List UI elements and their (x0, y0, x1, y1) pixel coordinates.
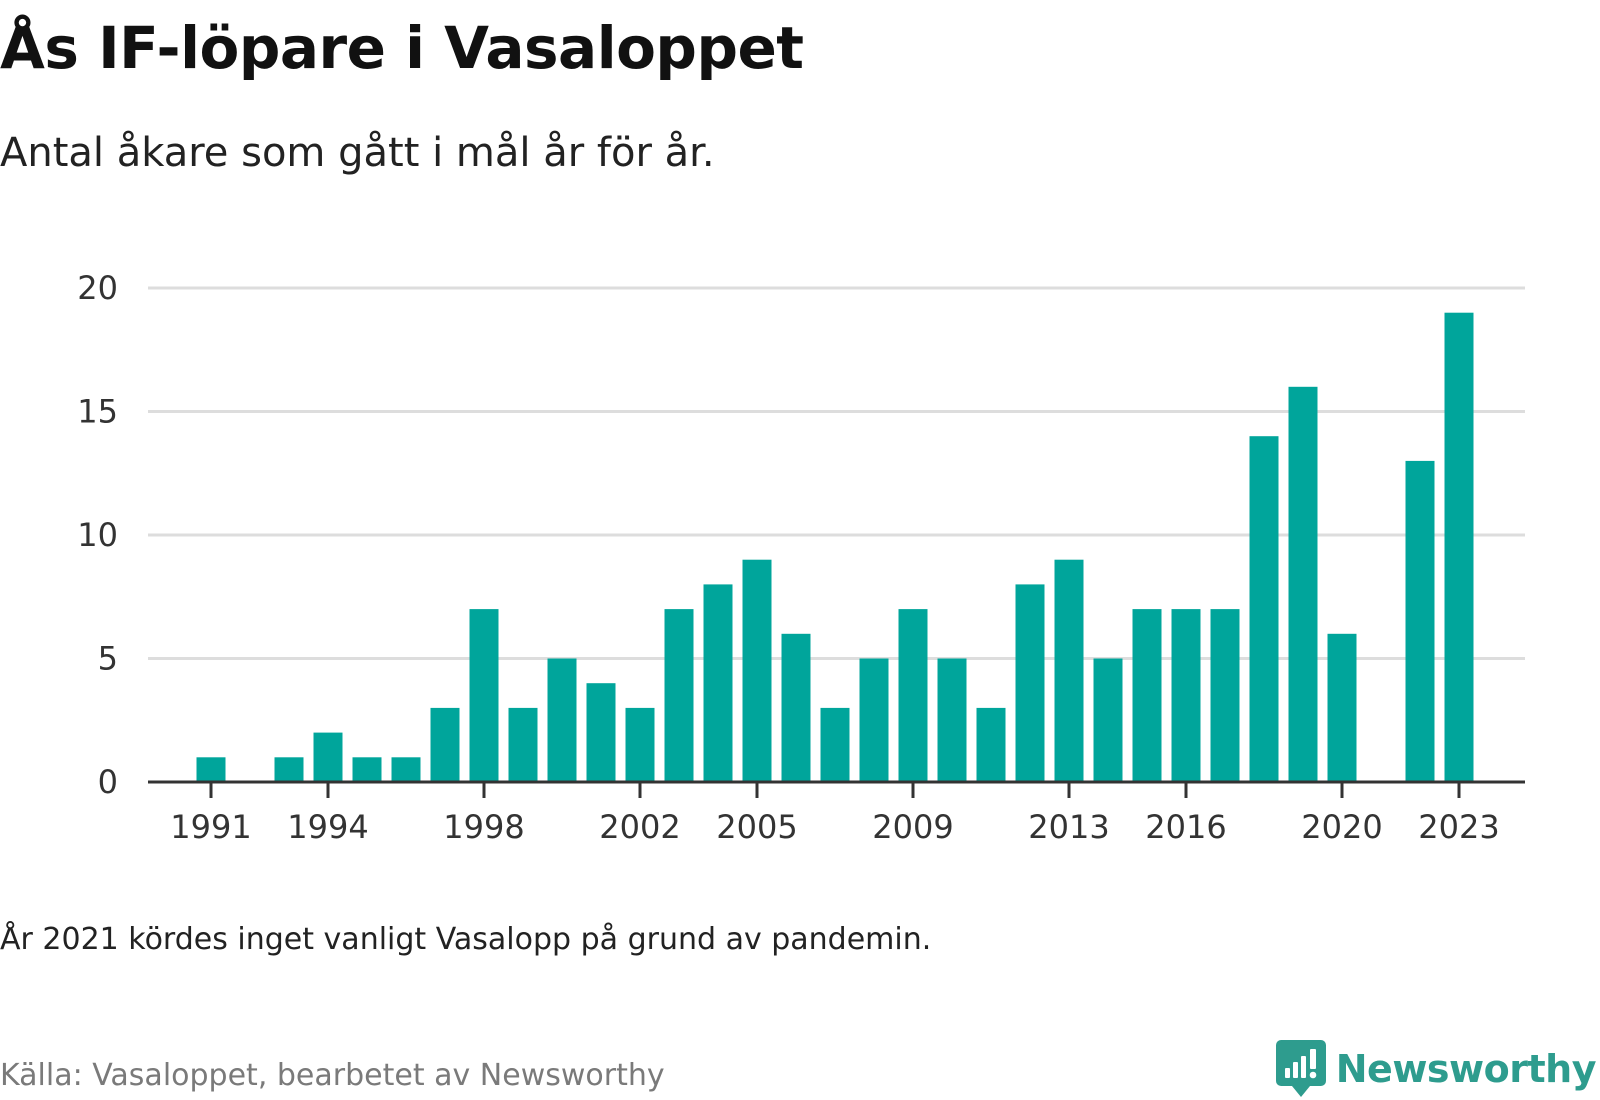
bar-2001 (586, 683, 616, 782)
y-tick-label: 0 (98, 763, 118, 801)
bar-2019 (1288, 386, 1318, 782)
x-tick-label: 2016 (1145, 808, 1226, 846)
bar-1998 (469, 609, 499, 782)
x-tick-label: 1994 (287, 808, 368, 846)
bar-chart: 0 5 10 15 20 1991 1994 1998 2002 2005 2009 2013 201… (77, 269, 1525, 846)
bar-2011 (976, 707, 1006, 782)
x-tick-label: 2013 (1028, 808, 1109, 846)
bar-1997 (430, 707, 460, 782)
bar-1996 (391, 757, 421, 782)
bar-2002 (625, 707, 655, 782)
bar-2000 (547, 658, 577, 782)
x-tick-label: 2020 (1301, 808, 1382, 846)
bar-2008 (859, 658, 889, 782)
bar-2007 (820, 707, 850, 782)
x-tick-label: 2023 (1418, 808, 1499, 846)
x-tick-label: 2009 (872, 808, 953, 846)
bar-1991 (196, 757, 226, 782)
bar-2009 (898, 609, 928, 782)
x-tick-label: 2002 (599, 808, 680, 846)
bar-2005 (742, 559, 772, 782)
chart-subtitle: Antal åkare som gått i mål år för år. (0, 130, 715, 176)
y-axis-tick-labels: 0 5 10 15 20 (77, 269, 118, 801)
x-axis (148, 780, 1525, 798)
x-tick-label: 1991 (170, 808, 251, 846)
x-axis-tick-labels: 1991 1994 1998 2002 2005 2009 2013 2016 2020 2023 (170, 808, 1499, 846)
bar-2012 (1015, 584, 1045, 782)
y-tick-label: 15 (77, 393, 118, 431)
x-tick-label: 1998 (443, 808, 524, 846)
x-tick-label: 2005 (716, 808, 797, 846)
newsworthy-logo-icon (1275, 1040, 1326, 1097)
bar-1995 (352, 757, 382, 782)
bar-2020 (1327, 633, 1357, 782)
bar-2013 (1054, 559, 1084, 782)
footnote: År 2021 kördes inget vanligt Vasalopp på… (0, 922, 932, 957)
bar-2003 (664, 609, 694, 782)
bar-2006 (781, 633, 811, 782)
bar-2004 (703, 584, 733, 782)
source-credit: Källa: Vasaloppet, bearbetet av Newswort… (0, 1058, 665, 1093)
brand-name: Newsworthy (1335, 1047, 1597, 1091)
bar-2023 (1444, 312, 1474, 782)
y-tick-label: 20 (77, 269, 118, 307)
bar-2014 (1093, 658, 1123, 782)
y-tick-label: 5 (98, 640, 118, 678)
bar-2018 (1249, 436, 1279, 782)
chart-title: Ås IF-löpare i Vasaloppet (0, 14, 804, 82)
bars (196, 312, 1474, 782)
y-tick-label: 10 (77, 516, 118, 554)
bar-2022 (1405, 460, 1435, 782)
bar-1993 (274, 757, 304, 782)
gridlines (148, 286, 1525, 660)
brand-logo: Newsworthy (1275, 1040, 1597, 1098)
bar-2010 (937, 658, 967, 782)
bar-1999 (508, 707, 538, 782)
bar-2016 (1171, 609, 1201, 782)
bar-2015 (1132, 609, 1162, 782)
bar-1994 (313, 732, 343, 782)
bar-2017 (1210, 609, 1240, 782)
